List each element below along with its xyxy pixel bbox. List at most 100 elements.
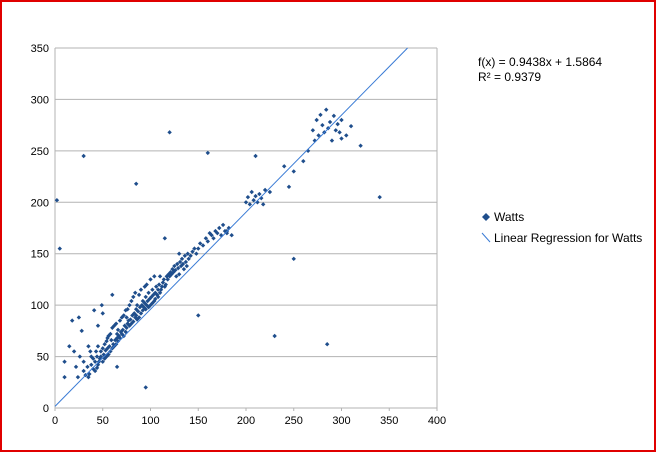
x-tick-label: 250 (285, 415, 303, 427)
data-point (143, 385, 148, 390)
data-point (67, 344, 72, 349)
data-point (115, 327, 121, 333)
data-point (196, 246, 201, 251)
data-point (155, 294, 161, 300)
data-point (127, 302, 132, 308)
data-point (348, 123, 354, 129)
data-point (119, 315, 125, 320)
data-point (112, 323, 117, 328)
data-point (135, 309, 141, 314)
data-point (153, 296, 158, 302)
data-point (129, 298, 134, 304)
data-point (217, 225, 222, 231)
x-tick-label: 350 (380, 415, 398, 427)
data-point (165, 277, 170, 282)
data-point (247, 202, 253, 207)
data-point (213, 228, 218, 234)
data-point (102, 342, 107, 347)
data-point (272, 333, 277, 339)
data-point (301, 158, 306, 164)
data-point (89, 362, 94, 367)
y-tick-label: 100 (31, 300, 49, 312)
data-point (133, 313, 139, 318)
data-point (251, 198, 256, 203)
data-point (182, 253, 188, 258)
data-point (115, 338, 121, 344)
data-point (159, 284, 165, 289)
data-point (205, 239, 210, 244)
data-point (291, 256, 296, 262)
data-point (305, 148, 311, 154)
data-point (76, 315, 82, 320)
data-point (118, 329, 124, 335)
data-point (123, 329, 128, 335)
data-point (260, 202, 266, 207)
data-point (226, 225, 232, 231)
data-point (100, 359, 105, 364)
r-squared-label: R² = 0.9379 (478, 70, 541, 84)
data-point (245, 194, 251, 200)
data-point (108, 331, 113, 337)
data-point (215, 230, 220, 236)
data-point (155, 287, 161, 292)
data-point (91, 308, 97, 313)
data-point (109, 337, 114, 343)
axes (54, 48, 438, 411)
regression-line (54, 47, 408, 407)
data-point (179, 256, 185, 262)
data-point (146, 290, 151, 295)
data-point (197, 241, 203, 246)
data-point (114, 364, 120, 370)
data-point (131, 294, 136, 300)
data-point (185, 251, 190, 256)
data-point (62, 359, 67, 364)
data-point (57, 246, 62, 251)
data-point (257, 191, 262, 197)
data-point (259, 195, 264, 201)
grid-lines (55, 47, 437, 409)
data-point (167, 130, 172, 135)
x-tick-label: 300 (332, 415, 350, 427)
data-point (186, 256, 191, 262)
data-point (194, 251, 199, 256)
data-point (253, 153, 258, 159)
data-point (98, 349, 104, 354)
legend: Watts Linear Regression for Watts (481, 210, 642, 245)
data-point (71, 349, 77, 354)
data-point (327, 119, 333, 125)
data-point (98, 354, 104, 359)
regression-line-layer (54, 47, 408, 407)
data-point (331, 113, 337, 119)
data-point (150, 300, 155, 306)
data-point (161, 277, 167, 282)
data-point (128, 317, 133, 322)
data-point (344, 133, 349, 138)
data-point (85, 364, 90, 370)
data-point (95, 344, 101, 349)
data-point (286, 184, 292, 190)
data-point (138, 287, 144, 292)
data-point (176, 251, 182, 256)
data-point (144, 282, 149, 287)
data-point (339, 136, 344, 141)
data-point (86, 344, 91, 349)
data-point (94, 354, 100, 359)
data-point (131, 319, 136, 324)
x-tick-label: 100 (141, 415, 159, 427)
data-point (377, 194, 382, 200)
data-point (75, 374, 81, 380)
data-point (91, 356, 96, 361)
data-point (267, 189, 273, 195)
data-point (172, 263, 177, 269)
data-point (108, 349, 113, 354)
data-point (249, 189, 254, 195)
data-point (92, 359, 98, 364)
data-point (253, 193, 258, 199)
x-tick-label: 400 (428, 415, 446, 427)
data-point (120, 327, 126, 333)
data-point (100, 346, 105, 351)
data-point (163, 282, 168, 287)
data-point (318, 112, 323, 118)
x-tick-label: 50 (97, 415, 109, 427)
y-tick-label: 200 (31, 197, 49, 209)
